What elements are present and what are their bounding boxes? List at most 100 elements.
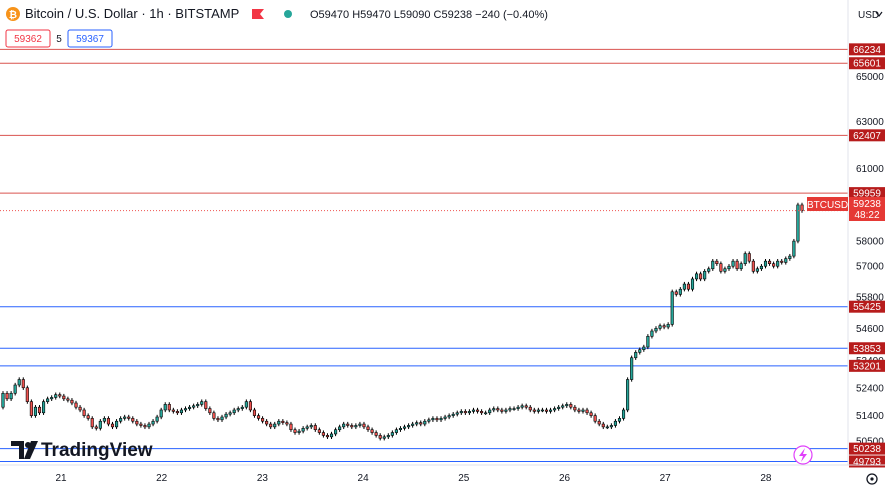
- candle-up[interactable]: [642, 346, 646, 350]
- candle-down[interactable]: [524, 405, 528, 408]
- candle-up[interactable]: [305, 426, 309, 429]
- candle-up[interactable]: [553, 408, 557, 411]
- candle-down[interactable]: [715, 260, 719, 264]
- candle-up[interactable]: [163, 404, 167, 411]
- candle-up[interactable]: [183, 408, 188, 411]
- candle-down[interactable]: [747, 253, 751, 262]
- candle-down[interactable]: [82, 409, 86, 416]
- candle-up[interactable]: [415, 422, 419, 425]
- candle-down[interactable]: [204, 401, 208, 409]
- candle-up[interactable]: [690, 278, 695, 290]
- candle-down[interactable]: [29, 401, 33, 416]
- candle-up[interactable]: [561, 405, 565, 408]
- candle-down[interactable]: [544, 409, 549, 412]
- candle-up[interactable]: [723, 268, 727, 272]
- candle-down[interactable]: [143, 425, 147, 428]
- candle-down[interactable]: [573, 406, 577, 411]
- candle-up[interactable]: [520, 405, 524, 408]
- candle-down[interactable]: [139, 423, 143, 426]
- candle-down[interactable]: [601, 423, 605, 428]
- candle-down[interactable]: [585, 409, 589, 414]
- candle-up[interactable]: [504, 409, 508, 412]
- candle-up[interactable]: [727, 265, 731, 270]
- candle-up[interactable]: [98, 420, 102, 429]
- currency-selector[interactable]: USD: [858, 10, 879, 21]
- candle-up[interactable]: [240, 406, 244, 409]
- candle-up[interactable]: [621, 409, 626, 419]
- candle-down[interactable]: [175, 411, 179, 414]
- candle-up[interactable]: [431, 418, 435, 421]
- candle-down[interactable]: [500, 409, 504, 412]
- candle-up[interactable]: [451, 413, 455, 416]
- candle-down[interactable]: [135, 420, 139, 425]
- candle-up[interactable]: [617, 418, 622, 422]
- candle-up[interactable]: [115, 420, 119, 428]
- candle-up[interactable]: [488, 409, 492, 414]
- candle-down[interactable]: [248, 401, 252, 411]
- gear-icon[interactable]: [866, 473, 878, 485]
- candle-up[interactable]: [654, 328, 658, 332]
- candle-up[interactable]: [155, 416, 159, 422]
- candle-up[interactable]: [398, 427, 403, 431]
- candle-up[interactable]: [427, 419, 431, 422]
- candle-up[interactable]: [630, 357, 634, 380]
- candle-up[interactable]: [707, 268, 711, 272]
- candle-down[interactable]: [289, 423, 293, 431]
- candle-up[interactable]: [196, 404, 200, 407]
- candle-up[interactable]: [484, 412, 488, 415]
- candle-down[interactable]: [66, 398, 70, 401]
- symbol-title[interactable]: Bitcoin / U.S. Dollar · 1h · BITSTAMP: [25, 6, 239, 21]
- candle-up[interactable]: [670, 291, 674, 325]
- candle-down[interactable]: [110, 423, 115, 428]
- candle-up[interactable]: [147, 423, 151, 428]
- candle-up[interactable]: [447, 415, 451, 418]
- candle-up[interactable]: [358, 423, 362, 426]
- candle-down[interactable]: [800, 204, 804, 211]
- candle-down[interactable]: [131, 418, 135, 422]
- candle-down[interactable]: [772, 263, 776, 267]
- candle-up[interactable]: [338, 426, 342, 431]
- candle-down[interactable]: [719, 263, 723, 272]
- candle-up[interactable]: [784, 258, 788, 263]
- candle-up[interactable]: [277, 420, 281, 425]
- candle-up[interactable]: [179, 409, 184, 414]
- candle-up[interactable]: [516, 406, 520, 409]
- candle-up[interactable]: [703, 270, 707, 280]
- candle-up[interactable]: [776, 260, 780, 267]
- candle-up[interactable]: [297, 430, 301, 433]
- candle-down[interactable]: [350, 425, 354, 428]
- flag-icon[interactable]: [252, 9, 264, 19]
- candle-up[interactable]: [763, 260, 768, 267]
- candle-down[interactable]: [589, 412, 593, 416]
- candle-up[interactable]: [759, 265, 763, 270]
- candle-up[interactable]: [342, 423, 346, 428]
- candle-up[interactable]: [329, 433, 334, 438]
- candle-up[interactable]: [394, 429, 398, 433]
- candle-up[interactable]: [471, 409, 476, 412]
- candle-up[interactable]: [634, 352, 638, 359]
- candle-down[interactable]: [208, 408, 212, 414]
- candle-down[interactable]: [346, 423, 350, 426]
- candle-up[interactable]: [33, 406, 38, 416]
- candle-up[interactable]: [557, 406, 561, 409]
- candle-down[interactable]: [78, 406, 82, 411]
- candle-up[interactable]: [646, 336, 650, 348]
- candle-down[interactable]: [62, 395, 66, 400]
- candle-up[interactable]: [13, 384, 17, 394]
- candle-down[interactable]: [597, 420, 601, 425]
- time-axis[interactable]: 21 22 23 24 25 26 27 28: [55, 473, 771, 484]
- candle-down[interactable]: [532, 409, 536, 412]
- candle-up[interactable]: [731, 260, 735, 267]
- candle-up[interactable]: [508, 408, 512, 411]
- candle-up[interactable]: [188, 406, 192, 409]
- candle-down[interactable]: [780, 260, 784, 263]
- candle-up[interactable]: [192, 405, 196, 408]
- candle-up[interactable]: [151, 420, 155, 425]
- candle-up[interactable]: [46, 398, 50, 402]
- candle-down[interactable]: [419, 422, 423, 425]
- candle-up[interactable]: [743, 253, 747, 264]
- candle-up[interactable]: [755, 268, 759, 272]
- candle-down[interactable]: [366, 426, 370, 431]
- candle-up[interactable]: [455, 412, 459, 415]
